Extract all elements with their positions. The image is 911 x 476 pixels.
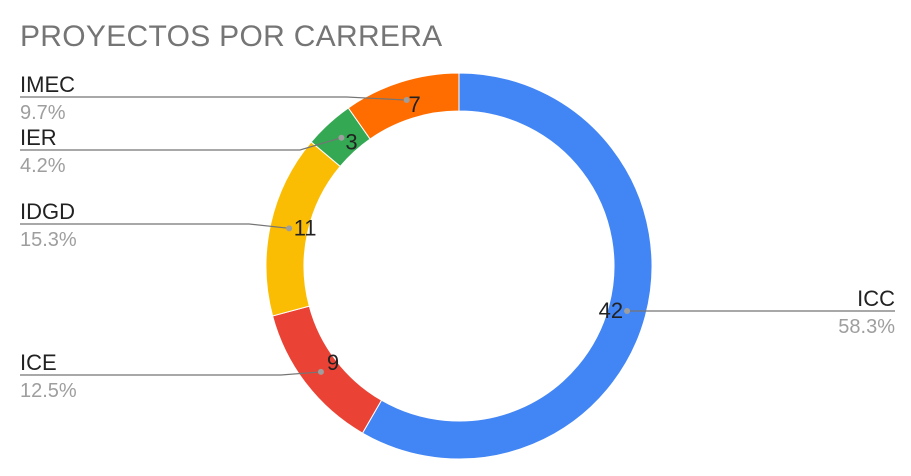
percent-label-ier: 4.2%	[20, 155, 66, 177]
leader-dot-icc	[624, 308, 631, 315]
category-label-ier: IER	[20, 125, 57, 150]
value-label-icc: 42	[599, 298, 623, 323]
percent-label-ice: 12.5%	[20, 380, 77, 402]
value-label-ice: 9	[327, 350, 339, 375]
leader-dot-idgd	[286, 225, 293, 232]
leader-line-ier	[20, 137, 342, 151]
category-label-ice: ICE	[20, 350, 57, 375]
slice-icc[interactable]	[361, 72, 653, 460]
leader-dot-ier	[338, 134, 345, 141]
leader-dot-ice	[317, 368, 324, 375]
slice-imec[interactable]	[347, 72, 460, 140]
percent-label-idgd: 15.3%	[20, 229, 77, 251]
leader-dot-imec	[403, 97, 410, 104]
leader-line-ice	[20, 371, 322, 376]
value-label-ier: 3	[345, 130, 357, 155]
percent-label-icc: 58.3%	[838, 316, 895, 338]
value-label-imec: 7	[409, 92, 421, 117]
category-label-icc: ICC	[857, 286, 895, 311]
value-label-idgd: 11	[294, 215, 317, 240]
leader-line-imec	[20, 96, 407, 101]
category-label-idgd: IDGD	[20, 199, 75, 224]
leader-line-idgd	[20, 223, 290, 229]
category-label-imec: IMEC	[20, 72, 75, 97]
chart-title: PROYECTOS POR CARRERA	[20, 20, 443, 53]
percent-label-imec: 9.7%	[20, 102, 66, 124]
